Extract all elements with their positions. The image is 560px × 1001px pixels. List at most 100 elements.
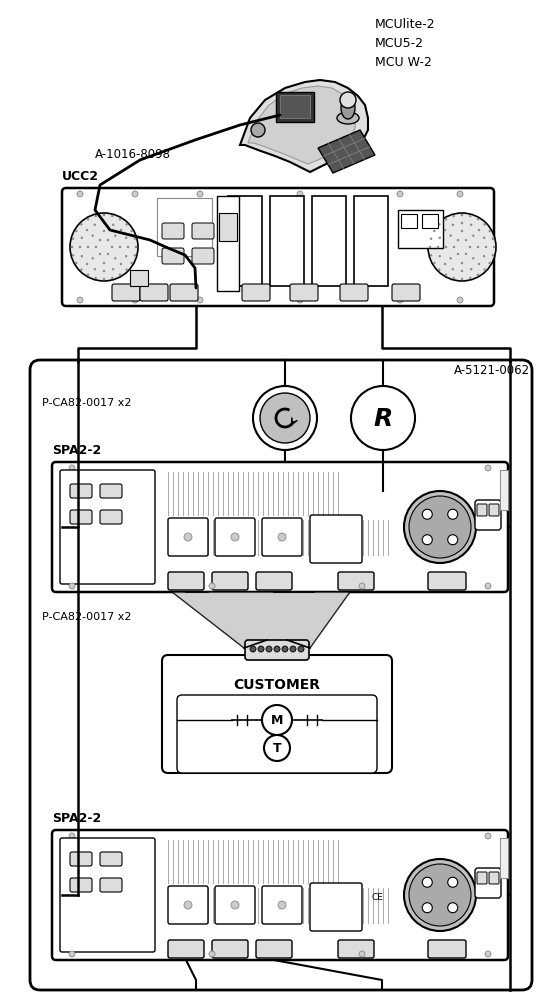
FancyBboxPatch shape <box>338 940 374 958</box>
Circle shape <box>461 278 463 280</box>
Circle shape <box>114 257 116 259</box>
Circle shape <box>112 268 114 270</box>
Circle shape <box>469 246 471 248</box>
Circle shape <box>445 218 447 220</box>
Circle shape <box>99 239 101 241</box>
Circle shape <box>262 705 292 735</box>
Circle shape <box>483 223 486 225</box>
Bar <box>280 95 310 118</box>
Circle shape <box>80 223 82 225</box>
Circle shape <box>251 123 265 137</box>
FancyBboxPatch shape <box>192 223 214 239</box>
Circle shape <box>397 297 403 303</box>
Circle shape <box>119 218 121 220</box>
Text: P-CA82-0017 x2: P-CA82-0017 x2 <box>42 612 132 622</box>
Circle shape <box>340 92 356 108</box>
Circle shape <box>452 276 455 279</box>
Circle shape <box>86 229 88 231</box>
Circle shape <box>103 278 105 280</box>
Circle shape <box>461 270 463 272</box>
FancyBboxPatch shape <box>168 572 204 590</box>
Circle shape <box>69 583 75 589</box>
FancyBboxPatch shape <box>52 462 508 592</box>
Circle shape <box>422 535 432 545</box>
Circle shape <box>184 533 192 541</box>
Circle shape <box>70 213 138 281</box>
Circle shape <box>87 273 89 276</box>
Circle shape <box>107 239 109 241</box>
Circle shape <box>457 191 463 197</box>
Text: R: R <box>374 407 393 431</box>
Circle shape <box>125 236 127 239</box>
FancyBboxPatch shape <box>215 886 255 924</box>
Circle shape <box>359 951 365 957</box>
Circle shape <box>120 263 122 265</box>
Circle shape <box>290 646 296 652</box>
Circle shape <box>450 257 452 259</box>
Circle shape <box>359 583 365 589</box>
Circle shape <box>94 223 96 226</box>
Circle shape <box>422 510 432 520</box>
FancyBboxPatch shape <box>70 484 92 498</box>
Circle shape <box>103 230 105 232</box>
Polygon shape <box>172 592 350 648</box>
FancyBboxPatch shape <box>192 248 214 264</box>
Circle shape <box>485 583 491 589</box>
Circle shape <box>282 646 288 652</box>
FancyBboxPatch shape <box>475 868 501 898</box>
Circle shape <box>483 236 486 239</box>
Circle shape <box>409 496 471 558</box>
Circle shape <box>433 262 436 264</box>
FancyBboxPatch shape <box>338 572 374 590</box>
Circle shape <box>94 268 96 270</box>
FancyBboxPatch shape <box>162 655 392 773</box>
Circle shape <box>91 234 94 237</box>
Circle shape <box>120 229 122 231</box>
FancyBboxPatch shape <box>310 883 362 931</box>
Circle shape <box>461 230 463 232</box>
Circle shape <box>465 239 467 241</box>
Circle shape <box>75 262 77 264</box>
Circle shape <box>472 257 474 259</box>
Text: M: M <box>271 715 283 728</box>
Text: P-CA82-0017 x2: P-CA82-0017 x2 <box>42 398 132 408</box>
Bar <box>130 270 148 286</box>
Circle shape <box>274 646 280 652</box>
Ellipse shape <box>337 112 359 124</box>
Circle shape <box>492 237 494 240</box>
Bar <box>422 214 438 228</box>
Text: SPA2-2: SPA2-2 <box>52 444 101 457</box>
FancyBboxPatch shape <box>170 284 198 301</box>
Circle shape <box>231 533 239 541</box>
Circle shape <box>485 465 491 471</box>
FancyBboxPatch shape <box>477 504 487 516</box>
Circle shape <box>134 237 136 240</box>
Circle shape <box>71 246 73 248</box>
Circle shape <box>457 297 463 303</box>
FancyBboxPatch shape <box>256 940 292 958</box>
Polygon shape <box>240 80 368 172</box>
Circle shape <box>477 273 479 276</box>
Circle shape <box>260 393 310 443</box>
Circle shape <box>488 262 491 264</box>
Circle shape <box>125 255 127 257</box>
Circle shape <box>438 268 441 271</box>
FancyBboxPatch shape <box>245 640 309 660</box>
Circle shape <box>444 229 446 231</box>
Circle shape <box>77 191 83 197</box>
Circle shape <box>125 223 128 225</box>
Circle shape <box>488 230 491 232</box>
Polygon shape <box>248 86 356 164</box>
Circle shape <box>438 255 441 257</box>
Circle shape <box>103 214 105 216</box>
Circle shape <box>111 276 114 279</box>
Polygon shape <box>318 130 375 173</box>
Circle shape <box>448 903 458 913</box>
Circle shape <box>437 246 439 248</box>
Bar <box>276 92 314 122</box>
FancyBboxPatch shape <box>489 872 499 884</box>
Circle shape <box>297 191 303 197</box>
Circle shape <box>266 646 272 652</box>
Circle shape <box>297 297 303 303</box>
Circle shape <box>430 237 432 240</box>
